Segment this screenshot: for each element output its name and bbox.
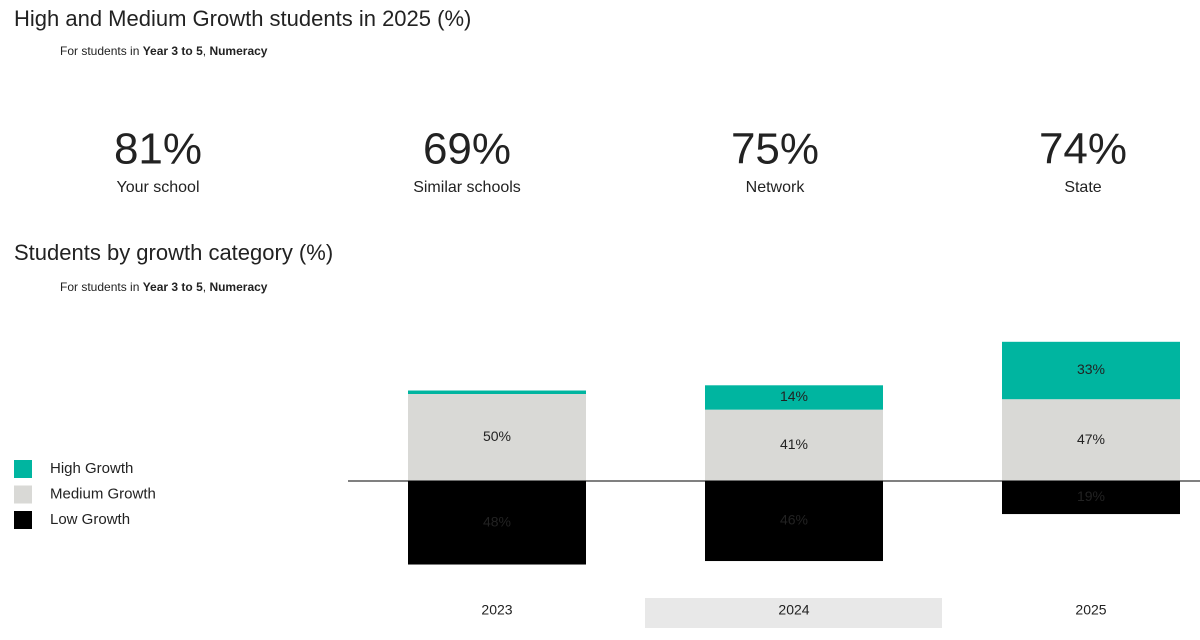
data-label: 41% <box>780 436 808 452</box>
data-label: 46% <box>780 512 808 528</box>
legend-label: Medium Growth <box>50 485 156 502</box>
selected-category[interactable] <box>645 598 942 628</box>
data-label: 48% <box>483 513 511 529</box>
bar-segment <box>705 409 883 481</box>
legend-swatch <box>14 485 32 504</box>
kpi-value: 75% <box>731 125 819 174</box>
legend-label: High Growth <box>50 460 133 477</box>
kpi-label: Network <box>746 179 806 196</box>
kpi-value: 69% <box>423 125 511 174</box>
legend-swatch <box>14 460 32 478</box>
legend-swatch <box>14 511 32 529</box>
data-label: 50% <box>483 428 511 444</box>
data-label: 47% <box>1077 431 1105 447</box>
data-label: 33% <box>1077 361 1105 377</box>
chart-title: Students by growth category (%) <box>14 240 333 265</box>
subtitle-part: Year 3 to 5 <box>143 280 203 294</box>
legend-label: Low Growth <box>50 511 130 528</box>
bar-segment <box>1002 399 1180 481</box>
page-subtitle: For students in Year 3 to 5, Numeracy <box>60 44 268 58</box>
x-tick-label[interactable]: 2024 <box>778 602 809 618</box>
subtitle-part: Numeracy <box>209 280 267 294</box>
bar-segment <box>1002 481 1180 515</box>
subtitle-part: Numeracy <box>209 44 267 58</box>
data-label: 19% <box>1077 488 1105 504</box>
kpi-label: Similar schools <box>413 179 521 196</box>
bar-segment <box>705 385 883 410</box>
bar-segment <box>408 390 586 394</box>
kpi-label: Your school <box>116 179 199 196</box>
chart-subtitle: For students in Year 3 to 5, Numeracy <box>60 280 268 294</box>
bar-segment <box>705 481 883 562</box>
subtitle-part: , <box>203 280 210 294</box>
kpi-value: 74% <box>1039 125 1127 174</box>
bar-segment <box>408 481 586 565</box>
bar-segment <box>1002 341 1180 400</box>
data-label: 14% <box>780 388 808 404</box>
subtitle-part: For students in <box>60 280 143 294</box>
x-tick-label[interactable]: 2025 <box>1075 602 1106 618</box>
subtitle-part: , <box>203 44 210 58</box>
kpi-value: 81% <box>114 125 202 174</box>
page-title: High and Medium Growth students in 2025 … <box>14 6 471 31</box>
x-tick-label[interactable]: 2023 <box>481 602 512 618</box>
subtitle-part: For students in <box>60 44 143 58</box>
subtitle-part: Year 3 to 5 <box>143 44 203 58</box>
bar-segment <box>408 394 586 481</box>
kpi-label: State <box>1064 179 1101 196</box>
